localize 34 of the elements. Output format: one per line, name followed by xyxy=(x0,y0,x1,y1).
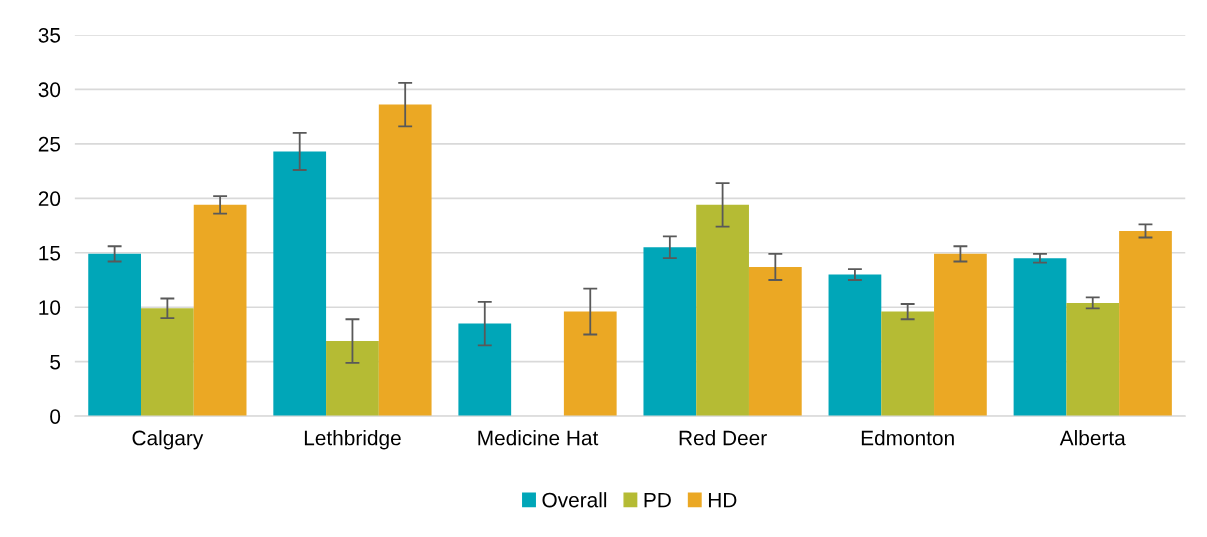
bar xyxy=(1066,302,1120,417)
bar xyxy=(273,151,327,417)
bar xyxy=(458,323,512,417)
y-tick-label: 15 xyxy=(39,245,61,261)
y-tick-label: 0 xyxy=(50,409,61,424)
x-tick-label: Red Deer xyxy=(679,430,767,446)
x-tick-label: Edmonton xyxy=(861,430,954,446)
y-tick-label: 35 xyxy=(38,27,61,43)
bar xyxy=(88,253,141,417)
x-tick-label: Medicine Hat xyxy=(478,430,599,446)
bar xyxy=(326,341,379,417)
bar xyxy=(193,204,247,417)
bar xyxy=(881,311,935,417)
bar xyxy=(1119,230,1172,417)
bar xyxy=(563,311,617,417)
y-tick-label: 25 xyxy=(38,136,61,152)
legend-label: HD xyxy=(708,492,737,508)
x-tick-label: Alberta xyxy=(1059,430,1126,446)
bar xyxy=(748,266,802,417)
bar xyxy=(378,104,432,417)
y-tick-label: 5 xyxy=(50,354,61,370)
x-tick-label: Lethbridge xyxy=(304,430,401,450)
bar xyxy=(1013,258,1067,417)
y-tick-label: 30 xyxy=(38,82,61,98)
bar xyxy=(643,247,697,417)
y-tick-label: 20 xyxy=(38,191,61,207)
bar xyxy=(934,253,987,417)
legend-label: Overall xyxy=(542,492,607,508)
bar xyxy=(696,204,749,417)
legend-label: PD xyxy=(644,492,671,508)
x-tick-label: Calgary xyxy=(132,430,204,450)
bar xyxy=(141,308,194,417)
bar xyxy=(828,274,882,417)
y-tick-label: 10 xyxy=(39,300,61,315)
